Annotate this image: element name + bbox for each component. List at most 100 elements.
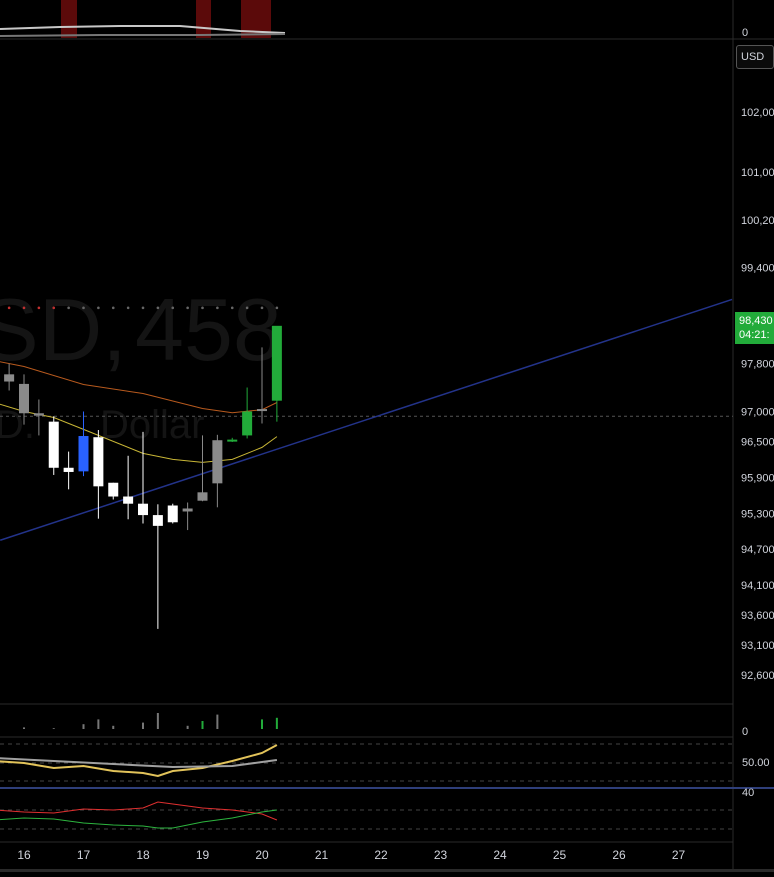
oscillator-1-line xyxy=(0,757,278,769)
signal-dot xyxy=(201,306,204,310)
watermark-number: 458 xyxy=(135,280,282,379)
signal-dot xyxy=(216,306,219,310)
candle-body xyxy=(48,421,59,468)
watermark: SD, 458 D. Dollar xyxy=(0,280,282,447)
candle-body xyxy=(227,439,238,442)
top-pane-bar xyxy=(196,0,211,38)
candle-body xyxy=(138,503,148,516)
price-tick-label: 93,100 xyxy=(741,640,774,652)
price-tick-label: 92,600 xyxy=(741,670,774,682)
volume-bar xyxy=(201,721,204,729)
bottom-scrollbar[interactable] xyxy=(0,869,774,872)
candle-body xyxy=(167,505,178,523)
price-tick-label: 99,400 xyxy=(741,263,774,275)
volume-pane: 0 xyxy=(23,713,748,738)
signal-dot xyxy=(7,306,11,310)
volume-zero-label: 0 xyxy=(742,726,748,738)
time-tick-label: 19 xyxy=(196,848,210,862)
countdown-value: 04:21: xyxy=(739,329,770,341)
candle-body xyxy=(257,409,267,412)
top-pane-zero-label: 0 xyxy=(742,27,748,39)
time-tick-label: 22 xyxy=(374,848,388,862)
signal-dot xyxy=(230,306,234,310)
candle-body xyxy=(152,515,163,526)
volume-bar xyxy=(142,722,144,729)
osc2-label: 40 xyxy=(742,787,754,799)
price-tick-label: 94,100 xyxy=(741,580,774,592)
price-tick-label: 93,600 xyxy=(741,610,774,622)
candle-body xyxy=(197,492,208,501)
trend-line[interactable] xyxy=(0,298,733,541)
signal-dot xyxy=(275,306,279,310)
candle-body xyxy=(123,496,134,504)
price-pane xyxy=(0,298,733,629)
price-tick-label: 102,00 xyxy=(741,107,774,119)
candle-body xyxy=(182,508,193,512)
volume-bar xyxy=(216,714,219,729)
volume-bar xyxy=(23,727,25,729)
volume-bar xyxy=(156,713,159,729)
signal-dot xyxy=(186,306,189,310)
signal-dot xyxy=(156,306,160,310)
watermark-sub: D. xyxy=(0,403,35,447)
time-tick-label: 16 xyxy=(17,848,31,862)
volume-bar xyxy=(112,725,115,729)
last-price-badge: 98,430 04:21: xyxy=(735,312,774,344)
last-price-value: 98,430 xyxy=(739,315,773,327)
time-tick-label: 25 xyxy=(553,848,567,862)
candle-body xyxy=(78,436,89,472)
signal-dot xyxy=(67,306,70,310)
top-pane-bar xyxy=(61,0,77,38)
price-tick-label: 97,000 xyxy=(741,406,774,418)
time-tick-label: 26 xyxy=(612,848,626,862)
top-pane: 0 xyxy=(0,0,748,39)
signal-dot xyxy=(37,306,41,310)
time-tick-label: 17 xyxy=(77,848,91,862)
signal-dot xyxy=(260,306,264,310)
candle-body xyxy=(108,482,119,497)
volume-bar xyxy=(186,725,189,729)
volume-bar xyxy=(82,724,85,729)
watermark-sub-right: Dollar xyxy=(100,403,204,447)
candle-body xyxy=(93,437,104,487)
candle-body xyxy=(271,325,282,401)
candle-body xyxy=(19,383,29,414)
oscillator-2-pane: 40 xyxy=(0,787,754,830)
time-tick-label: 27 xyxy=(672,848,686,862)
candle-body xyxy=(4,374,15,382)
time-tick-label: 20 xyxy=(255,848,269,862)
signal-dot xyxy=(245,306,249,310)
top-pane-line xyxy=(0,33,286,37)
candle-body xyxy=(242,411,253,436)
signal-dot xyxy=(171,306,175,310)
time-tick-label: 23 xyxy=(434,848,448,862)
signal-dot xyxy=(111,306,115,310)
candle-body xyxy=(212,440,223,484)
signal-dot xyxy=(97,306,100,310)
time-axis: 16 17 18 19 20 21 22 23 24 25 26 27 xyxy=(17,848,685,862)
price-tick-label: 94,700 xyxy=(741,544,774,556)
watermark-symbol: SD, xyxy=(0,280,127,379)
oscillator-2-line xyxy=(0,809,277,829)
currency-button[interactable]: USD xyxy=(736,45,774,69)
volume-bar xyxy=(261,719,263,729)
price-tick-label: 97,800 xyxy=(741,359,774,371)
top-pane-line xyxy=(0,25,286,34)
volume-bar xyxy=(52,728,55,729)
volume-bar xyxy=(275,717,278,729)
oscillator-2-line xyxy=(0,801,278,821)
price-axis: 102,00101,00100,2099,40098,60097,80097,0… xyxy=(741,107,774,682)
time-tick-label: 24 xyxy=(493,848,507,862)
osc1-label: 50.00 xyxy=(742,757,770,769)
signal-dot xyxy=(52,306,56,310)
price-tick-label: 95,900 xyxy=(741,472,774,484)
price-tick-label: 100,20 xyxy=(741,215,774,227)
price-tick-label: 101,00 xyxy=(741,167,774,179)
signal-dot xyxy=(22,306,26,310)
price-tick-label: 95,300 xyxy=(741,508,774,520)
price-tick-label: 96,500 xyxy=(741,436,774,448)
signal-dot xyxy=(82,306,85,310)
oscillator-1-pane: 50.00 xyxy=(0,743,770,782)
candle-body xyxy=(63,467,74,472)
